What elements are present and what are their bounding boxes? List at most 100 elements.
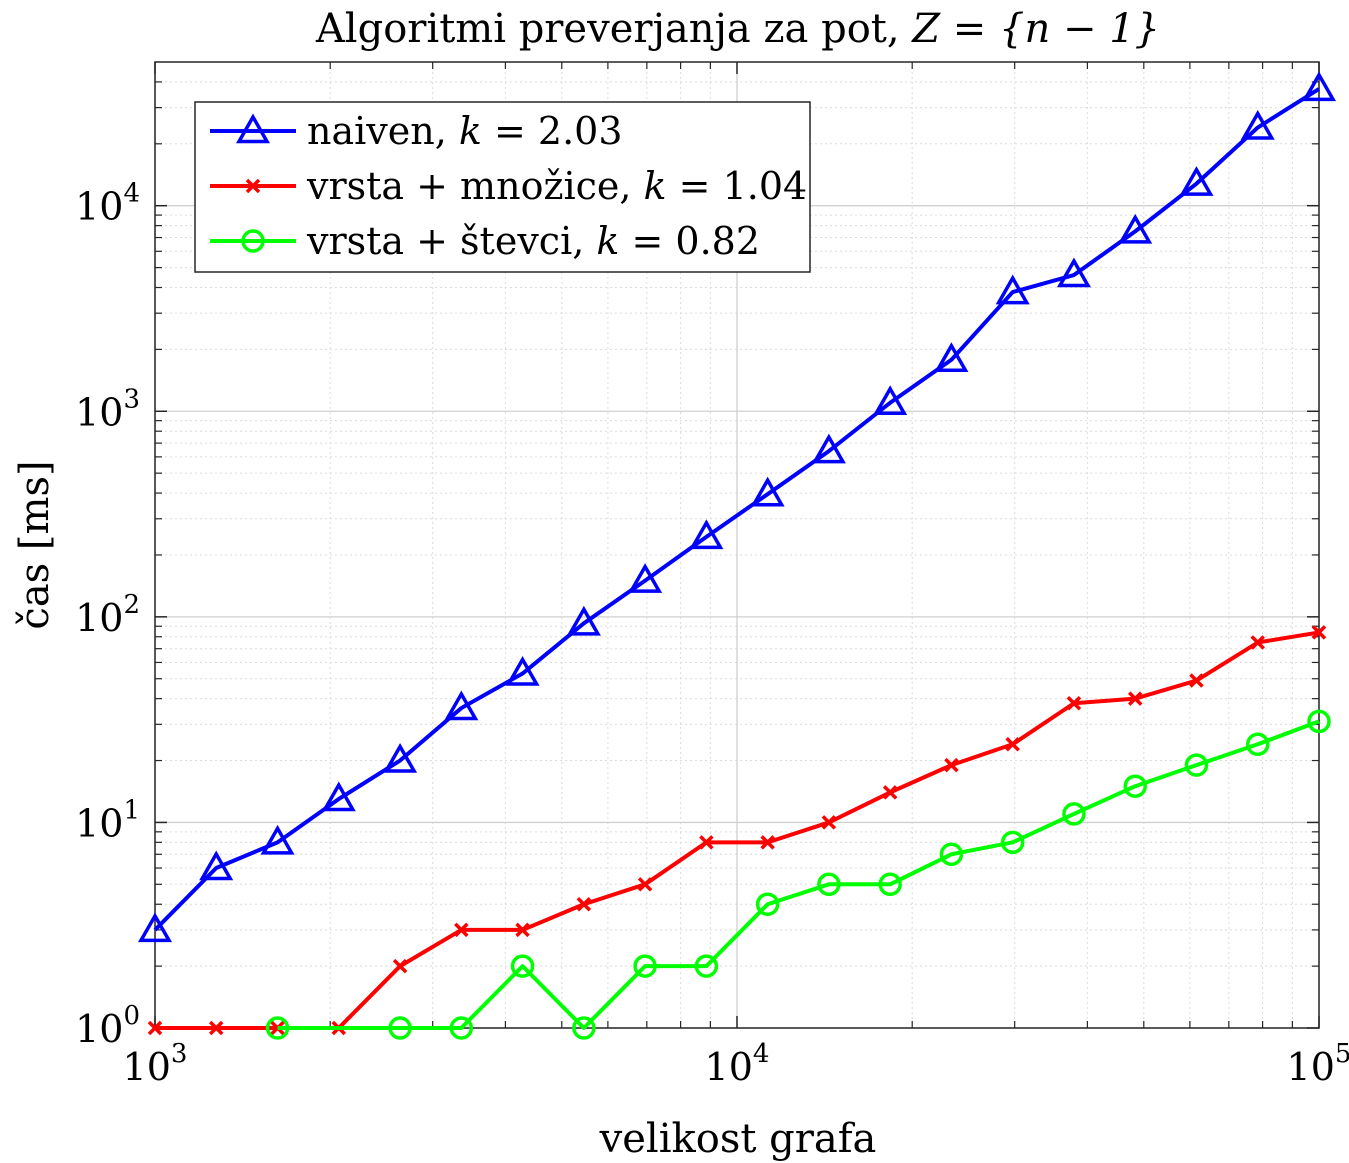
x-tick-label-exponent: 3 <box>171 1039 188 1069</box>
data-point <box>821 815 837 830</box>
series-line <box>155 630 1320 1030</box>
data-point <box>760 835 775 850</box>
data-point <box>260 824 295 855</box>
x-tick-label-base: 10 <box>123 1045 171 1089</box>
data-point <box>383 743 418 773</box>
series-group <box>147 625 1327 1036</box>
data-point <box>1301 71 1337 102</box>
data-point <box>572 1016 596 1040</box>
data-point <box>388 1016 412 1040</box>
data-point <box>576 896 592 912</box>
data-point <box>699 835 714 850</box>
data-point <box>1000 830 1025 855</box>
data-point <box>878 872 902 897</box>
legend-label-prefix: vrsta + množice, <box>306 164 644 208</box>
data-point <box>510 954 535 978</box>
data-point <box>1250 635 1265 650</box>
legend-label: naiven, k = 2.03 <box>307 109 623 153</box>
y-tick-label-exponent: 4 <box>123 179 140 209</box>
legend-marker <box>241 229 265 253</box>
data-point <box>1127 691 1143 706</box>
y-tick-label: 100 <box>75 1001 140 1051</box>
data-point <box>750 476 785 507</box>
legend-label-value: = 0.82 <box>619 219 760 263</box>
data-point <box>694 954 719 978</box>
data-point <box>873 385 908 416</box>
data-point <box>939 842 964 867</box>
series-line <box>277 719 1320 1030</box>
legend-label: vrsta + množice, k = 1.04 <box>306 164 807 208</box>
data-point <box>1311 625 1327 640</box>
legend-label-value: = 1.04 <box>667 164 808 208</box>
data-point <box>1066 695 1082 711</box>
data-point <box>1056 257 1091 288</box>
chart-title: Algoritmi preverjanja za pot, Z = {n − 1… <box>315 6 1160 52</box>
data-point <box>392 958 408 974</box>
series-layer <box>137 71 1337 1040</box>
legend-label-k: k <box>459 109 482 153</box>
x-tick-label-base: 10 <box>705 1045 753 1089</box>
data-point <box>147 1020 163 1036</box>
x-tick-label-base: 10 <box>1287 1045 1335 1089</box>
data-point <box>321 781 356 812</box>
data-point <box>1240 110 1275 140</box>
y-tick-label-base: 10 <box>75 1007 123 1051</box>
legend-label: vrsta + števci, k = 0.82 <box>306 219 760 263</box>
data-point <box>811 433 846 464</box>
legend-label-prefix: vrsta + števci, <box>306 219 596 263</box>
data-point <box>566 605 601 636</box>
data-point <box>817 872 841 897</box>
data-point <box>505 656 540 686</box>
y-tick-label-exponent: 1 <box>123 795 140 825</box>
data-point <box>934 342 969 373</box>
x-tick-label: 103 <box>123 1039 188 1089</box>
y-tick-label: 102 <box>75 590 140 640</box>
legend: naiven, k = 2.03 vrsta + množice, k = 1.0… <box>194 101 811 273</box>
data-point <box>1307 709 1331 734</box>
y-tick-label-base: 10 <box>75 390 123 434</box>
x-tick-label: 104 <box>705 1039 770 1089</box>
legend-marker <box>245 178 261 194</box>
legend-label-k: k <box>644 164 667 208</box>
data-point <box>628 563 663 593</box>
y-tick-label: 104 <box>75 179 140 229</box>
legend-label-value: = 2.03 <box>482 109 623 153</box>
chart-title-text: Algoritmi preverjanja za pot, <box>315 6 912 52</box>
data-point <box>270 1020 285 1036</box>
y-tick-label-exponent: 2 <box>123 590 140 620</box>
data-point <box>444 690 479 721</box>
data-point <box>1245 732 1270 757</box>
y-tick-label-base: 10 <box>75 185 123 229</box>
x-tick-label: 105 <box>1287 1039 1349 1089</box>
data-point <box>208 1020 224 1036</box>
data-point <box>882 785 898 800</box>
data-point <box>1123 774 1147 798</box>
data-point <box>1118 213 1153 244</box>
data-point <box>755 892 780 916</box>
data-point <box>199 850 234 881</box>
data-point <box>637 877 653 892</box>
data-point <box>1184 753 1209 777</box>
data-point <box>515 922 530 938</box>
y-tick-label: 103 <box>75 384 140 434</box>
x-tick-label-exponent: 5 <box>1335 1039 1349 1069</box>
legend-label-prefix: naiven, <box>307 109 459 153</box>
series-group <box>265 709 1331 1040</box>
data-point <box>1062 802 1086 826</box>
legend-box <box>194 101 811 273</box>
legend-marker <box>235 113 271 144</box>
x-axis-label: velikost grafa <box>599 1116 877 1162</box>
legend-label-k: k <box>596 219 619 263</box>
data-point <box>1005 737 1020 752</box>
series-group <box>137 71 1337 943</box>
data-point <box>689 519 724 550</box>
data-point <box>1189 673 1204 688</box>
y-tick-label: 101 <box>75 795 140 845</box>
data-point <box>137 912 173 943</box>
data-point <box>454 922 469 938</box>
y-tick-label-exponent: 0 <box>123 1001 140 1031</box>
chart-title-math: Z = {n − 1} <box>910 6 1160 52</box>
data-point <box>449 1016 474 1040</box>
